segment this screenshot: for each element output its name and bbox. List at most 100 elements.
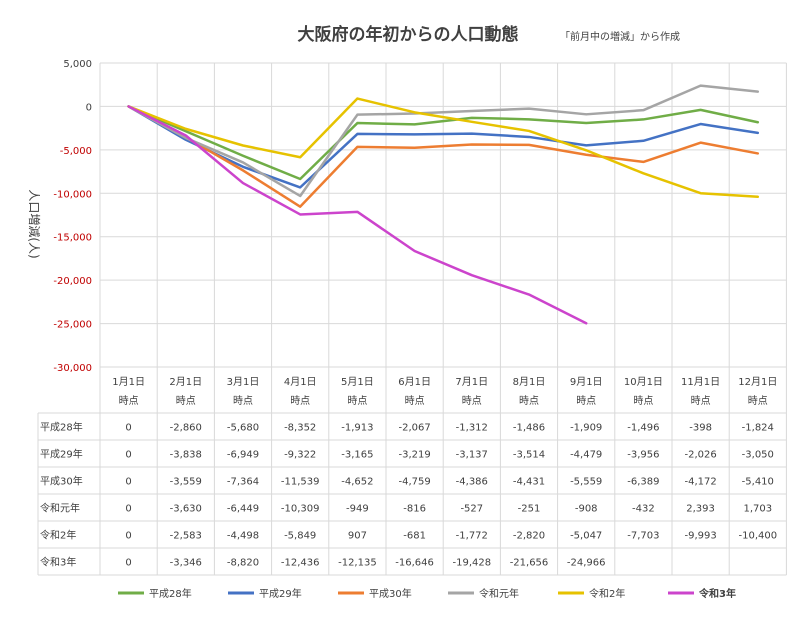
series-line [127, 97, 760, 199]
table-cell: -6,389 [627, 477, 659, 488]
category-sublabel: 時点 [576, 395, 596, 407]
legend: 平成28年 平成29年 平成30年 令和元年 令和2年 令和3年 [118, 587, 736, 600]
table-cell: -681 [403, 531, 426, 542]
table-cell: -2,026 [684, 450, 716, 461]
category-label: 12月1日 [738, 376, 777, 388]
category-sublabel: 時点 [519, 395, 539, 407]
table-row-header: 平成30年 [40, 475, 83, 488]
category-sublabel: 時点 [691, 395, 711, 407]
table-cell: 2,393 [686, 504, 715, 515]
legend-entry: 令和2年 [589, 587, 625, 600]
table-cell: -1,486 [513, 423, 545, 434]
table-cell: 0 [125, 477, 131, 488]
y-axis-label: 人口増減(人) [27, 189, 42, 258]
category-label: 11月1日 [681, 376, 720, 388]
table-row-header: 平成29年 [40, 448, 83, 461]
grid [99, 62, 787, 575]
table-cell: -5,047 [570, 531, 602, 542]
table-cell: -10,309 [281, 504, 320, 515]
category-sublabel: 時点 [233, 395, 253, 407]
table-cell: -5,559 [570, 477, 602, 488]
table-cell: 0 [125, 423, 131, 434]
table-cell: -1,496 [627, 423, 659, 434]
series-line [127, 105, 760, 181]
table-cell: -6,449 [227, 504, 259, 515]
table-cell: -1,772 [456, 531, 488, 542]
category-label: 9月1日 [570, 376, 603, 388]
table-cell: -3,050 [742, 450, 774, 461]
legend-entry: 令和元年 [479, 587, 519, 600]
table-cell: -3,956 [627, 450, 659, 461]
table-cell: -1,913 [341, 423, 373, 434]
table-cell: -4,386 [456, 477, 488, 488]
y-tick-label: -15,000 [53, 233, 92, 244]
table-cell: 0 [125, 504, 131, 515]
chart-subtitle: 「前月中の増減」から作成 [560, 30, 680, 43]
table-cell: -3,137 [456, 450, 488, 461]
table-cell: -1,909 [570, 423, 602, 434]
table-cell: -4,479 [570, 450, 602, 461]
table-cell: 907 [348, 531, 367, 542]
table-cell: -7,703 [627, 531, 659, 542]
table-cell: -8,352 [284, 423, 316, 434]
table-row-header: 令和元年 [40, 502, 80, 515]
table-cell: -4,172 [684, 477, 716, 488]
table-cell: -398 [689, 423, 712, 434]
category-sublabel: 時点 [405, 395, 425, 407]
y-tick-labels: 5,000 0 -5,000 -10,000 -15,000 -20,000 -25,000… [53, 59, 92, 374]
category-sublabel: 時点 [633, 395, 653, 407]
category-label: 3月1日 [227, 376, 260, 388]
category-label: 6月1日 [398, 376, 431, 388]
table-cell: -12,135 [338, 558, 377, 569]
category-label: 10月1日 [624, 376, 663, 388]
chart-title: 大阪府の年初からの人口動態 [298, 24, 519, 45]
table-cell: -6,949 [227, 450, 259, 461]
table-cell: -3,630 [170, 504, 202, 515]
table-cell: -2,583 [170, 531, 202, 542]
table-cell: -5,849 [284, 531, 316, 542]
table-cell: -949 [346, 504, 369, 515]
category-label: 4月1日 [284, 376, 317, 388]
table-row-header: 令和2年 [40, 529, 76, 542]
table-cell: -3,514 [513, 450, 545, 461]
category-sublabel: 時点 [119, 395, 139, 407]
series-line [127, 105, 588, 325]
category-sublabel: 時点 [347, 395, 367, 407]
table-cell: -9,322 [284, 450, 316, 461]
category-sublabel: 時点 [176, 395, 196, 407]
table-cell: -21,656 [510, 558, 549, 569]
table-cell: -4,759 [398, 477, 430, 488]
table-cell: -3,219 [398, 450, 430, 461]
table-cell: -816 [403, 504, 426, 515]
legend-entry: 平成28年 [149, 587, 192, 600]
category-sublabel: 時点 [290, 395, 310, 407]
table-cell: -527 [460, 504, 483, 515]
legend-entry: 平成30年 [369, 587, 412, 600]
series-line [127, 84, 760, 198]
table-cell: -11,539 [281, 477, 320, 488]
table-cell: -7,364 [227, 477, 259, 488]
table-cell: -251 [518, 504, 541, 515]
table-cell: -1,312 [456, 423, 488, 434]
series-line [127, 105, 760, 208]
table-cell: 0 [125, 450, 131, 461]
table-cell: -4,431 [513, 477, 545, 488]
legend-entry: 令和3年 [698, 587, 736, 600]
table-cell: -16,646 [395, 558, 434, 569]
table-cell: -8,820 [227, 558, 259, 569]
table-cell: -5,680 [227, 423, 259, 434]
table-cell: -3,165 [341, 450, 373, 461]
category-label: 8月1日 [513, 376, 546, 388]
table-cell: -12,436 [281, 558, 320, 569]
table-cell: -2,860 [170, 423, 202, 434]
table-cell: -3,838 [170, 450, 202, 461]
category-label: 1月1日 [112, 376, 145, 388]
category-sublabel: 時点 [748, 395, 768, 407]
table-cell: -2,067 [398, 423, 430, 434]
category-label: 7月1日 [455, 376, 488, 388]
series-lines [127, 84, 760, 325]
table-row-header: 平成28年 [40, 421, 83, 434]
y-tick-label: -25,000 [53, 320, 92, 331]
table-cell: -432 [632, 504, 655, 515]
